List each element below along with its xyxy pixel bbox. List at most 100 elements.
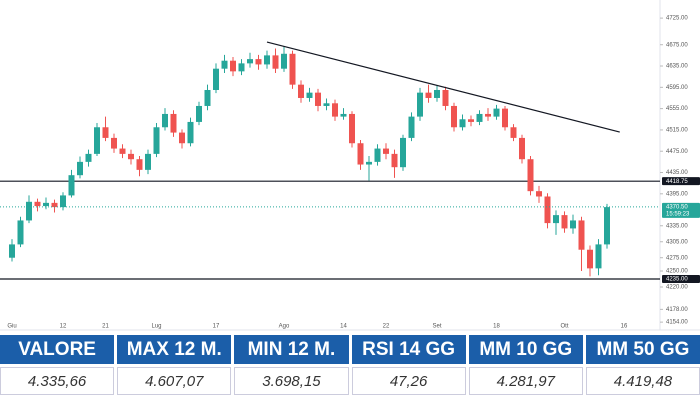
- chart: 4725.00 4675.00 4635.00 4595.00 4555.00 4515.…: [0, 0, 700, 332]
- candle-body: [204, 89, 211, 106]
- y-tick-label: 4555.00: [666, 106, 688, 112]
- candle-body: [349, 113, 355, 144]
- candle-body: [255, 59, 262, 65]
- candle-body: [213, 68, 219, 90]
- y-tick-label: 4250.00: [666, 269, 688, 275]
- candle-body: [493, 108, 500, 117]
- value-cell: 3.698,15: [234, 367, 349, 395]
- candle-body: [536, 191, 542, 197]
- candle-body: [485, 113, 491, 117]
- chart-bg: [0, 0, 700, 332]
- candle-body: [34, 201, 41, 207]
- y-tick-label: 4154.00: [666, 320, 688, 326]
- candle-body: [85, 153, 92, 162]
- price-label-time: 15:59:23: [666, 211, 690, 217]
- x-tick-label: 12: [60, 324, 67, 330]
- y-tick-label: 4275.00: [666, 255, 688, 261]
- candle-body: [468, 119, 474, 122]
- candle-body: [476, 113, 483, 122]
- candle-body: [298, 84, 304, 98]
- candle-body: [162, 113, 168, 128]
- candle-body: [578, 220, 585, 250]
- x-tick-label: 14: [340, 324, 347, 330]
- value-cell: 4.419,48: [585, 367, 700, 395]
- candle-body: [400, 137, 406, 168]
- candle-body: [51, 202, 58, 208]
- candle-body: [340, 113, 347, 117]
- x-tick-label: 16: [621, 324, 628, 330]
- y-tick-label: 4595.00: [666, 85, 688, 91]
- candle-body: [179, 132, 185, 144]
- header-cell: MM 10 GG: [468, 335, 583, 364]
- value-cell: 4.281,97: [468, 367, 583, 395]
- x-tick-label: 17: [213, 324, 220, 330]
- candle-body: [425, 92, 432, 98]
- price-label: 4418.75: [666, 179, 688, 185]
- candle-body: [323, 103, 330, 106]
- y-tick-label: 4725.00: [666, 16, 688, 22]
- candle-body: [9, 244, 15, 258]
- candle-body: [553, 215, 559, 224]
- price-label-box: [662, 177, 700, 186]
- candle-body: [510, 127, 517, 138]
- candle-body: [43, 202, 49, 207]
- price-label: 4370.50: [666, 204, 688, 210]
- x-tick-label: 22: [383, 324, 390, 330]
- y-tick-label: 4635.00: [666, 64, 688, 70]
- candle-body: [247, 59, 253, 64]
- y-tick-label: 4178.00: [666, 307, 688, 313]
- stats-table: VALORE MAX 12 M. MIN 12 M. RSI 14 GG MM 10 G…: [0, 335, 700, 398]
- candle-body: [519, 137, 525, 160]
- candle-body: [68, 175, 75, 196]
- candle-body: [77, 161, 83, 176]
- candle-body: [595, 244, 602, 269]
- candle-body: [238, 63, 245, 72]
- candle-body: [281, 53, 287, 69]
- candle-body: [587, 249, 593, 269]
- candle-body: [94, 127, 100, 154]
- x-tick-label: Set: [432, 324, 441, 330]
- header-cell: MM 50 GG: [585, 335, 700, 364]
- candle-body: [230, 60, 236, 72]
- x-tick-label: Giu: [7, 324, 16, 330]
- candle-body: [604, 207, 610, 245]
- y-tick-label: 4435.00: [666, 170, 688, 176]
- candle-body: [417, 92, 423, 117]
- candle-body: [145, 153, 151, 170]
- candle-body: [196, 105, 202, 122]
- candle-body: [544, 196, 551, 224]
- candle-body: [391, 153, 398, 168]
- y-tick-label: 4395.00: [666, 191, 688, 197]
- candle-body: [383, 148, 389, 154]
- header-cell: RSI 14 GG: [351, 335, 466, 364]
- candle-body: [264, 55, 270, 65]
- candle-body: [442, 89, 449, 106]
- header-cell: VALORE: [0, 335, 115, 364]
- candle-body: [332, 103, 338, 117]
- candle-body: [570, 220, 576, 229]
- x-tick-label: 21: [102, 324, 109, 330]
- y-tick-label: 4305.00: [666, 239, 688, 245]
- candle-body: [26, 201, 32, 221]
- y-tick-label: 4220.00: [666, 285, 688, 291]
- candle-body: [221, 60, 228, 69]
- candle-body: [366, 161, 372, 165]
- x-tick-label: Ago: [279, 324, 290, 330]
- value-cell: 47,26: [351, 367, 466, 395]
- y-tick-label: 4475.00: [666, 149, 688, 155]
- candle-body: [272, 55, 279, 69]
- header-cell: MAX 12 M.: [117, 335, 232, 364]
- x-tick-label: 18: [493, 324, 500, 330]
- candle-body: [451, 105, 457, 128]
- candle-body: [128, 153, 134, 160]
- y-tick-label: 4335.00: [666, 223, 688, 229]
- table-header: VALORE MAX 12 M. MIN 12 M. RSI 14 GG MM 10 G…: [0, 335, 700, 364]
- candle-body: [170, 113, 177, 133]
- candle-body: [289, 53, 296, 85]
- candle-body: [60, 195, 66, 208]
- header-cell: MIN 12 M.: [234, 335, 349, 364]
- candle-body: [102, 127, 109, 138]
- candle-body: [434, 89, 440, 98]
- candle-body: [459, 119, 466, 128]
